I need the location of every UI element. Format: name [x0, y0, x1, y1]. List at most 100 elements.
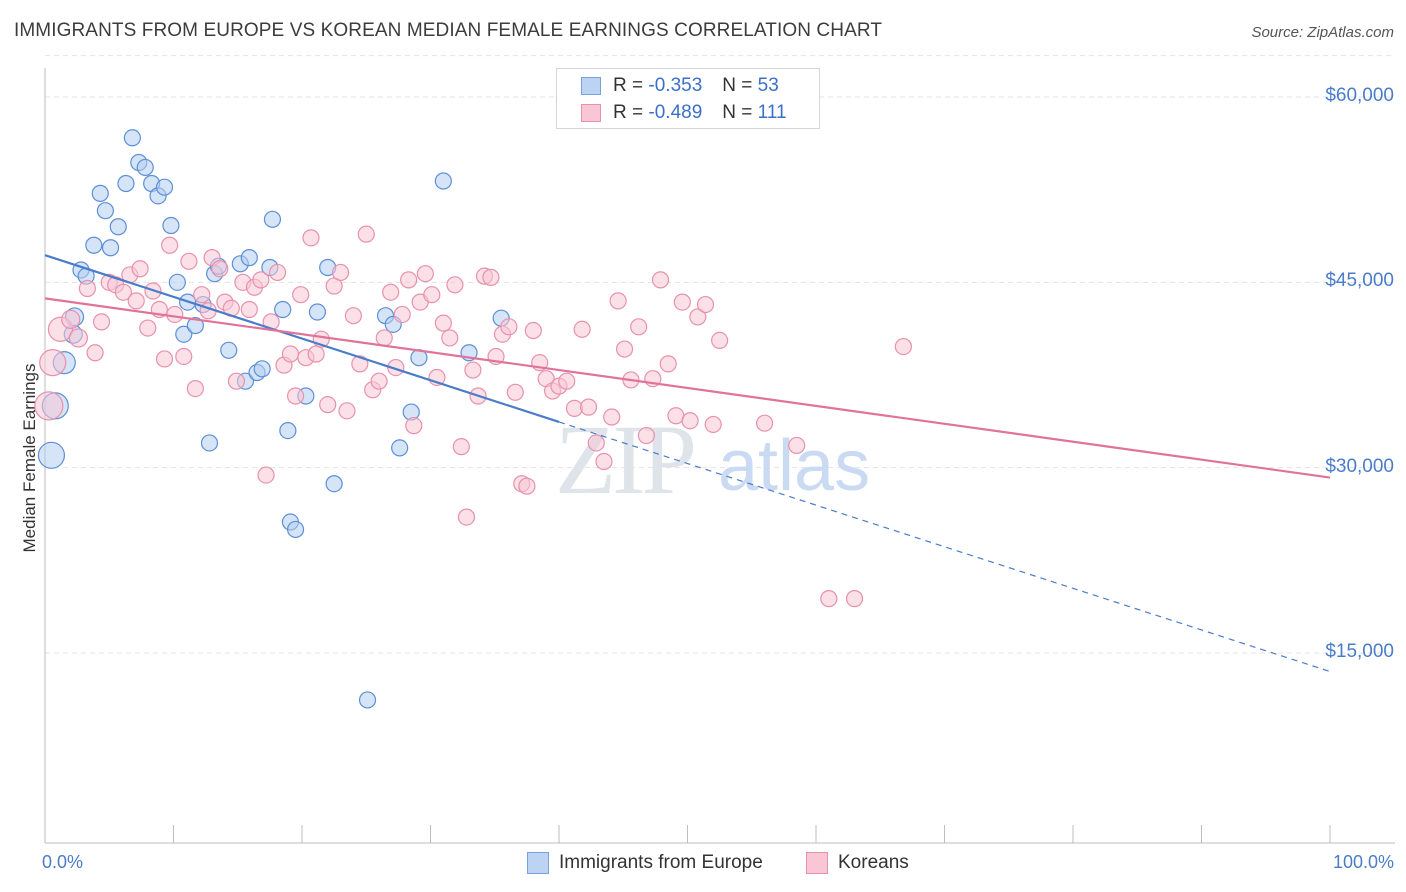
korean-point [393, 305, 411, 324]
korean-point [423, 286, 441, 304]
europe-point [155, 178, 174, 196]
legend-n-label: N = [722, 75, 753, 96]
europe-point [286, 520, 305, 539]
korean-point [788, 436, 806, 455]
korean-point [405, 417, 423, 435]
europe-point [37, 441, 66, 469]
korean-point [387, 358, 405, 377]
legend-swatch-korean [581, 104, 601, 122]
korean-point [573, 320, 591, 338]
legend-n-value: 111 [757, 102, 787, 123]
legend-swatch-korean [806, 852, 828, 874]
korean-point [175, 347, 193, 366]
legend-item-korean[interactable]: Koreans [806, 852, 909, 874]
korean-point [457, 508, 476, 526]
korean-point [400, 271, 418, 289]
korean-point [587, 434, 605, 452]
legend-row-korean: R = -0.489 N = 111 [581, 102, 787, 124]
europe-point [136, 158, 154, 177]
korean-point [92, 313, 111, 331]
korean-point [78, 279, 97, 298]
trend-lines [44, 254, 1331, 673]
europe-point [175, 325, 193, 343]
gridlines [45, 55, 1395, 654]
korean-point [464, 361, 482, 379]
korean-point [711, 331, 729, 350]
europe-point [358, 691, 377, 709]
korean-point [558, 372, 576, 390]
x-tick-label-min: 0.0% [42, 852, 84, 872]
korean-point [651, 271, 670, 289]
europe-point [123, 129, 141, 147]
korean-point [357, 225, 375, 243]
korean-point [166, 305, 184, 324]
europe-point [279, 422, 297, 440]
korean-point [603, 408, 621, 426]
legend-n-value: 53 [757, 75, 779, 96]
korean-point [227, 372, 246, 390]
korean-point [845, 590, 864, 608]
europe-point [101, 239, 120, 257]
korean-point [755, 414, 774, 432]
korean-point [375, 329, 393, 347]
series-legend: Immigrants from Europe Koreans [0, 852, 1406, 878]
korean-point [595, 452, 613, 471]
korean-point [252, 271, 270, 289]
korean-point [689, 308, 707, 326]
chart-title: IMMIGRANTS FROM EUROPE VS KOREAN MEDIAN … [14, 20, 883, 41]
legend-item-europe[interactable]: Immigrants from Europe [527, 852, 763, 874]
europe-trend-line [44, 254, 560, 423]
korean-point [331, 263, 350, 282]
korean-point [131, 260, 149, 278]
korean-point [579, 398, 598, 416]
korean-point [114, 283, 132, 301]
korean-point [524, 321, 542, 340]
europe-points [37, 129, 510, 709]
legend-r-value: -0.489 [648, 102, 703, 123]
europe-point [200, 434, 219, 452]
legend-r-label: R = [613, 75, 644, 96]
korean-point [180, 252, 198, 270]
legend-swatch-europe [527, 852, 549, 874]
korean-point [268, 263, 287, 282]
korean-point [155, 350, 174, 368]
korean-point [68, 328, 89, 348]
korean-point [319, 396, 337, 414]
korean-point [286, 387, 305, 405]
korean-points [34, 225, 912, 608]
chart-source: Source: ZipAtlas.com [1251, 24, 1394, 41]
korean-point [696, 295, 715, 314]
korean-point [446, 276, 464, 294]
x-tick-label-max: 100.0% [1332, 852, 1394, 872]
europe-point [263, 210, 282, 228]
europe-point [162, 216, 180, 235]
korean-point [518, 477, 536, 495]
europe-point [325, 475, 343, 493]
europe-point [240, 249, 258, 267]
korean-point [630, 318, 648, 336]
korean-point [615, 340, 634, 358]
korean-point [193, 286, 211, 304]
korean-point [659, 355, 677, 373]
korean-point [351, 355, 369, 373]
europe-point [117, 174, 135, 193]
europe-point [434, 172, 452, 190]
europe-point [274, 300, 292, 319]
legend-label-europe: Immigrants from Europe [559, 852, 763, 873]
korean-point [61, 309, 81, 329]
korean-point [344, 307, 362, 325]
korean-point [86, 344, 104, 362]
korean-point [704, 415, 722, 434]
europe-point [96, 202, 114, 220]
legend-r-label: R = [613, 102, 644, 123]
korean-point [127, 292, 145, 310]
korean-point [240, 300, 258, 319]
europe-point [91, 184, 109, 202]
korean-point [139, 319, 157, 337]
legend-n-label: N = [722, 102, 753, 123]
korean-point [565, 399, 584, 417]
korean-point [416, 265, 434, 283]
korean-point [609, 292, 627, 310]
europe-point [109, 218, 127, 236]
